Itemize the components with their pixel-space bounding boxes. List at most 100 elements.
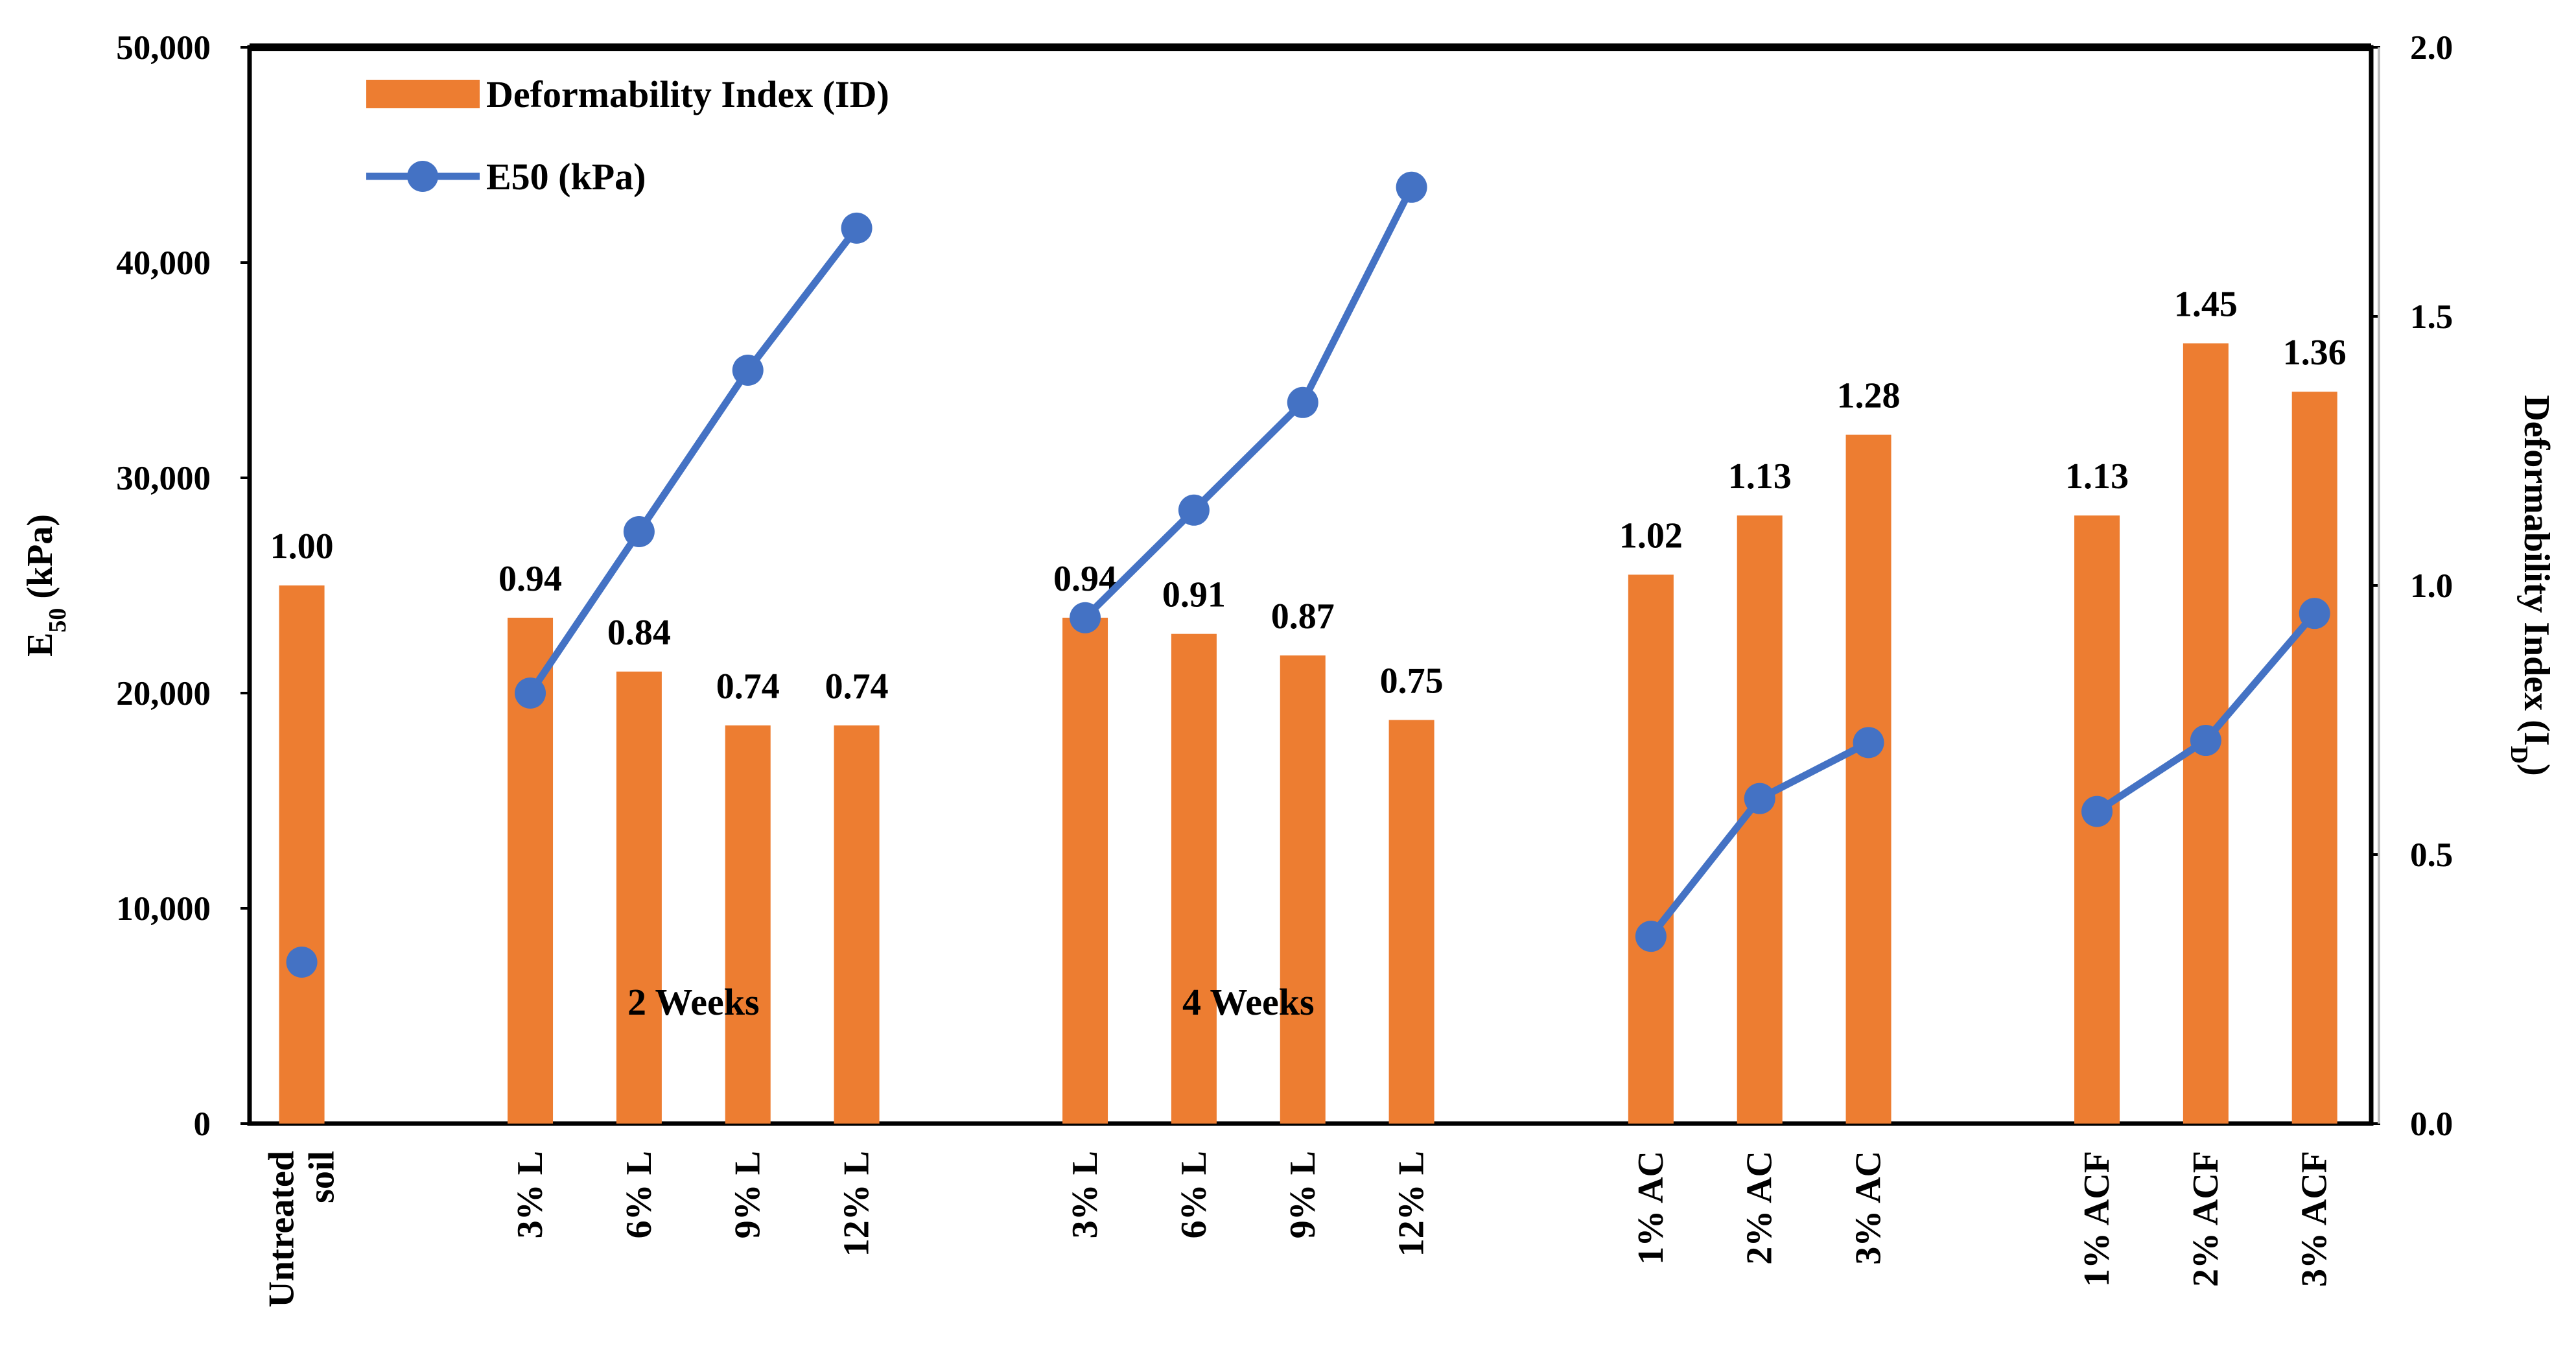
category-label-12: 1% ACF [2077, 1151, 2117, 1287]
category-label-line-4-0: 12% L [837, 1151, 877, 1256]
bar-5 [1062, 617, 1108, 1124]
category-label-line-5-0: 3% L [1065, 1151, 1105, 1238]
line-segment-2 [1083, 185, 1415, 620]
category-label-13: 2% ACF [2186, 1151, 2226, 1287]
axes: 0 10,000 20,000 30,000 40,000 50,000 0.0 0.5 1.0… [20, 29, 2557, 1143]
line-point-4 [841, 212, 872, 244]
legend-swatch-bar [366, 80, 480, 108]
category-label-line-1-0: 3% L [510, 1151, 550, 1238]
bar-data-labels: 1.000.940.840.74 0.740.94 0.910.870.751.02… [270, 285, 2347, 707]
bar-7 [1280, 655, 1326, 1124]
bar-2 [616, 671, 662, 1124]
category-labels: Untreated soil 3% L 6% L 9% L 12% L 3% L 6% L 9%… [262, 1151, 2335, 1308]
bar-label-13: 1.45 [2174, 285, 2238, 325]
category-label-line-0-1: soil [302, 1151, 342, 1203]
left-tick-label-4: 40,000 [116, 244, 211, 282]
category-label-8: 12% L [1392, 1151, 1432, 1256]
category-label-line-8-0: 12% L [1392, 1151, 1432, 1256]
group-annotation-1: 4 Weeks [1182, 981, 1315, 1023]
right-tick-label-4: 2.0 [2410, 29, 2453, 67]
category-label-line-11-0: 3% AC [1849, 1151, 1889, 1265]
category-label-2: 6% L [619, 1151, 659, 1238]
category-label-line-13-0: 2% ACF [2186, 1151, 2226, 1287]
category-label-line-10-0: 2% AC [1740, 1151, 1780, 1265]
bar-series-deformability-index [279, 343, 2337, 1124]
line-point-14 [2299, 598, 2330, 630]
bar-8 [1388, 720, 1434, 1124]
line-point-7 [1287, 386, 1318, 418]
legend-label-1: E50 (kPa) [486, 156, 646, 198]
line-point-0 [286, 947, 318, 978]
category-label-1: 3% L [510, 1151, 550, 1238]
category-label-line-3-0: 9% L [728, 1151, 768, 1238]
bar-label-1: 0.94 [498, 559, 562, 599]
line-segment-1 [527, 226, 860, 696]
category-label-10: 2% AC [1740, 1151, 1780, 1265]
bar-14 [2291, 392, 2337, 1124]
category-label-line-7-0: 9% L [1283, 1151, 1323, 1238]
line-point-11 [1853, 727, 1884, 759]
category-label-line-9-0: 1% AC [1631, 1151, 1671, 1265]
bar-6 [1171, 633, 1217, 1124]
category-label-5: 3% L [1065, 1151, 1105, 1238]
line-point-3 [732, 355, 764, 386]
category-label-14: 3% ACF [2295, 1151, 2335, 1287]
legend-swatch-marker [407, 161, 438, 192]
bar-label-9: 1.02 [1619, 515, 1683, 556]
bar-11 [1845, 434, 1891, 1124]
bar-label-3: 0.74 [716, 666, 780, 707]
left-tick-label-1: 10,000 [116, 890, 211, 928]
category-label-4: 12% L [837, 1151, 877, 1256]
category-label-7: 9% L [1283, 1151, 1323, 1238]
right-tick-label-3: 1.5 [2410, 298, 2453, 336]
right-tick-label-1: 0.5 [2410, 836, 2453, 874]
bar-label-2: 0.84 [607, 613, 671, 653]
right-tick-label-2: 1.0 [2410, 567, 2453, 605]
category-label-line-2-0: 6% L [619, 1151, 659, 1238]
category-label-6: 6% L [1174, 1151, 1214, 1238]
line-point-6 [1178, 494, 1210, 526]
bar-label-11: 1.28 [1837, 376, 1901, 416]
left-axis-title: E50 (kPa) [20, 514, 71, 657]
category-label-line-14-0: 3% ACF [2295, 1151, 2335, 1287]
legend-label-0: Deformability Index (ID) [486, 73, 889, 115]
group-annotations: 2 Weeks 4 Weeks [627, 981, 1315, 1023]
line-point-1 [515, 678, 546, 709]
bar-0 [279, 585, 325, 1124]
bar-label-8: 0.75 [1380, 661, 1444, 702]
bar-label-10: 1.13 [1728, 456, 1792, 497]
category-label-line-12-0: 1% ACF [2077, 1151, 2117, 1287]
line-point-12 [2081, 796, 2113, 827]
bar-4 [834, 725, 880, 1124]
left-tick-label-0: 0 [194, 1105, 211, 1143]
right-tick-label-0: 0.0 [2410, 1105, 2453, 1143]
line-point-10 [1744, 783, 1775, 814]
bar-label-12: 1.13 [2065, 456, 2129, 497]
category-label-3: 9% L [728, 1151, 768, 1238]
category-label-9: 1% AC [1631, 1151, 1671, 1265]
bar-9 [1628, 574, 1674, 1124]
left-tick-label-3: 30,000 [116, 460, 211, 497]
category-label-11: 3% AC [1849, 1151, 1889, 1265]
legend: Deformability Index (ID) E50 (kPa) [366, 73, 889, 198]
bar-label-0: 1.00 [270, 526, 334, 567]
category-label-line-6-0: 6% L [1174, 1151, 1214, 1238]
line-point-9 [1635, 921, 1667, 952]
left-tick-label-5: 50,000 [116, 29, 211, 67]
line-point-13 [2190, 725, 2221, 757]
line-series-e50 [286, 171, 2330, 978]
bar-3 [725, 725, 771, 1124]
left-tick-label-2: 20,000 [116, 675, 211, 713]
line-point-2 [623, 516, 655, 547]
line-point-8 [1396, 171, 1427, 203]
bar-label-6: 0.91 [1162, 575, 1226, 615]
bar-label-14: 1.36 [2283, 333, 2347, 373]
category-label-0: Untreated soil [262, 1151, 342, 1308]
group-annotation-0: 2 Weeks [627, 981, 760, 1023]
right-axis-title: Deformability Index (ID) [2505, 395, 2557, 775]
bar-label-7: 0.87 [1271, 596, 1335, 637]
bar-label-4: 0.74 [825, 666, 889, 707]
line-point-5 [1070, 602, 1101, 633]
category-label-line-0-0: Untreated [262, 1151, 302, 1308]
